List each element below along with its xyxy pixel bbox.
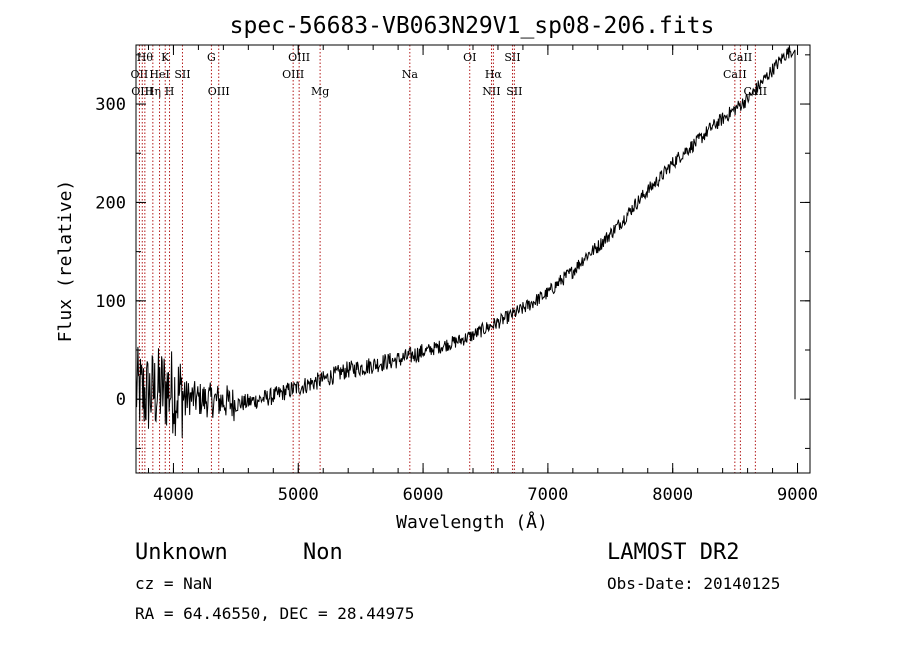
obs-date: Obs-Date: 20140125 [607,574,780,593]
plot-frame [135,44,811,474]
line-marker-label: H [165,85,175,98]
line-marker-label: OIII [131,85,153,98]
line-marker-label: K [161,51,170,64]
line-marker-label: Hη [145,85,161,98]
line-marker-label: CaII [729,51,753,64]
y-tick-label: 0 [116,390,126,410]
line-marker-label: SII [504,51,520,64]
line-marker-label: HeI [149,68,169,81]
line-marker-label: G [207,51,216,64]
spectrum-line [135,45,796,438]
x-tick-label: 9000 [777,485,818,505]
line-marker-label: Hθ [137,51,154,64]
redshift-cz: cz = NaN [135,574,212,593]
line-marker-label: OI [463,51,476,64]
survey-name: LAMOST DR2 [607,540,739,565]
x-tick-label: 6000 [403,485,444,505]
x-tick-label: 5000 [278,485,319,505]
x-tick-label: 8000 [652,485,693,505]
x-tick-label: 4000 [153,485,194,505]
line-marker-label: OIII [208,85,230,98]
line-marker-label: NII [482,85,500,98]
line-marker-label: Hα [485,68,503,81]
x-tick-label: 7000 [527,485,568,505]
line-marker-label: OIII [288,51,310,64]
chart-title: spec-56683-VB063N29V1_sp08-206.fits [230,13,715,39]
coordinates: RA = 64.46550, DEC = 28.44975 [135,604,414,623]
line-marker-label: CaII [723,68,747,81]
line-marker-label: Na [402,68,419,81]
y-axis-label: Flux (relative) [55,180,76,343]
y-tick-label: 200 [95,193,126,213]
line-marker-label: SII [506,85,522,98]
spectrum-series [135,45,796,438]
x-axis: 4000 5000 6000 7000 8000 9000 [147,45,818,505]
object-subclass: Non [303,540,343,565]
line-markers: OII OIII Hθ Hη HeI K H SII G OIII OIII OIII Mg Na OI NI… [131,45,767,473]
line-marker-label: Mg [311,85,329,98]
y-tick-label: 100 [95,292,126,312]
object-class: Unknown [135,540,228,565]
line-marker-label: OII [131,68,149,81]
y-axis: 0 100 200 300 [95,54,810,449]
y-tick-label: 300 [95,95,126,115]
x-axis-label: Wavelength (Å) [396,511,548,533]
line-marker-label: OIII [282,68,304,81]
line-marker-label: SII [174,68,190,81]
